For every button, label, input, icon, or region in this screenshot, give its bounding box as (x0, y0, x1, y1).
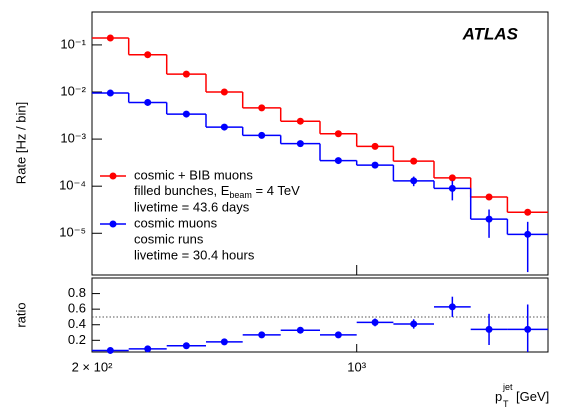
ratio-point (220, 338, 228, 346)
y-tick-label: 10⁻² (60, 83, 86, 98)
ratio-point (296, 326, 304, 334)
main-frame (91, 11, 549, 276)
legend-note-text: filled bunches, E (134, 183, 230, 198)
data-point (182, 110, 190, 118)
data-point (371, 142, 379, 150)
ratio-point (485, 325, 493, 333)
experiment-label: ATLAS (462, 24, 519, 43)
x-label-sub: T (503, 399, 509, 409)
data-point (524, 230, 532, 238)
data-point (144, 98, 152, 106)
ratio-point (106, 346, 114, 354)
ratio-point (524, 325, 532, 333)
data-point (258, 104, 266, 112)
legend-note-sub: beam (229, 190, 252, 200)
data-point (220, 88, 228, 96)
data-point (144, 51, 152, 59)
data-point (410, 157, 418, 165)
y-tick-label: 10⁻⁵ (59, 225, 86, 240)
ratio-point (371, 318, 379, 326)
y-axis-label: Rate [Hz / bin] (13, 102, 28, 184)
x-tick-label: 10³ (347, 359, 366, 374)
legend-marker (109, 172, 117, 180)
y-tick-label: 10⁻¹ (60, 36, 86, 51)
legend-note: cosmic runs (134, 231, 204, 246)
y-tick-label: 10⁻⁴ (59, 178, 86, 193)
data-point (371, 161, 379, 169)
data-point (106, 34, 114, 42)
ratio-axis-label: ratio (13, 302, 28, 327)
ratio-point (144, 345, 152, 353)
ratio-frame (91, 277, 549, 353)
legend-label: cosmic muons (134, 215, 218, 230)
data-point (182, 70, 190, 78)
ratio-y-tick-label: 0.4 (68, 316, 86, 331)
legend-marker (109, 220, 117, 228)
data-point (410, 177, 418, 185)
x-label-sup: jet (502, 382, 513, 392)
data-point (296, 117, 304, 125)
data-point (220, 123, 228, 131)
ratio-point (410, 320, 418, 328)
data-point (448, 174, 456, 182)
data-point (296, 140, 304, 148)
data-point (485, 193, 493, 201)
data-point (448, 184, 456, 192)
ratio-y-tick-label: 0.8 (68, 285, 86, 300)
legend-label: cosmic + BIB muons (134, 167, 253, 182)
ratio-y-tick-label: 0.6 (68, 301, 86, 316)
ratio-y-tick-label: 0.2 (68, 332, 86, 347)
data-point (485, 215, 493, 223)
data-point (258, 131, 266, 139)
legend-note: livetime = 30.4 hours (134, 247, 255, 262)
y-tick-label: 10⁻³ (60, 131, 86, 146)
legend-note-after: = 4 TeV (252, 183, 300, 198)
legend-note: livetime = 43.6 days (134, 199, 250, 214)
data-point (106, 89, 114, 97)
ratio-point (334, 331, 342, 339)
ratio-point (258, 331, 266, 339)
x-tick-label: 2 × 10² (72, 359, 114, 374)
ratio-point (182, 342, 190, 350)
x-label-unit: [GeV] (516, 389, 549, 404)
ratio-point (448, 303, 456, 311)
data-point (334, 157, 342, 165)
x-axis-label: pTjet[GeV] (495, 382, 549, 409)
data-point (334, 130, 342, 138)
x-label-symbol: p (495, 389, 502, 404)
legend-note: filled bunches, Ebeam = 4 TeV (134, 183, 300, 200)
data-point (524, 208, 532, 216)
